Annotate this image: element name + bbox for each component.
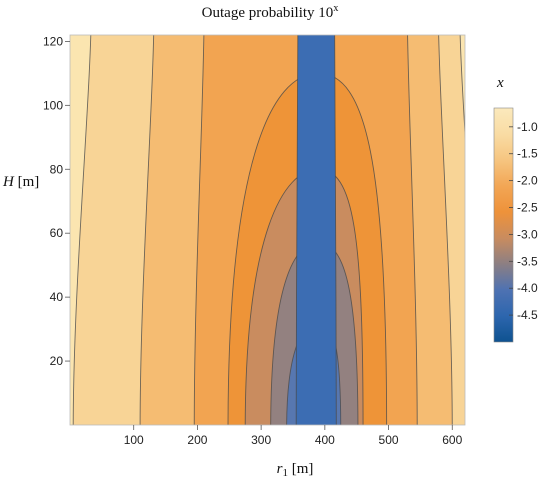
title-superscript: x — [333, 3, 338, 14]
x-tick-label: 400 — [315, 433, 335, 447]
y-tick-label: 20 — [50, 354, 64, 368]
contour-band--4_5 — [295, 35, 337, 425]
x-tick-label: 100 — [124, 433, 144, 447]
x-tick-label: 600 — [442, 433, 462, 447]
y-tick-label: 80 — [50, 162, 64, 176]
legend-tick-label: -2.0 — [517, 174, 538, 188]
chart-title: Outage probability 10x — [202, 3, 339, 21]
legend-tick-label: -4.5 — [517, 308, 538, 322]
legend-tick-label: -4.0 — [517, 281, 538, 295]
plot-area — [70, 35, 465, 425]
y-tick-label: 100 — [43, 98, 63, 112]
legend-tick-label: -3.0 — [517, 227, 538, 241]
legend: x -1.0 -1.5 -2.0 -2.5 -3.0 -3.5 -4.0 -4.5 — [493, 75, 538, 343]
legend-tick-label: -1.0 — [517, 120, 538, 134]
plot-frame — [69, 34, 466, 426]
y-tick-label: 40 — [50, 290, 64, 304]
y-axis: 20 40 60 80 100 120 — [43, 34, 70, 368]
y-tick-label: 60 — [50, 226, 64, 240]
legend-title: x — [496, 75, 504, 91]
x-tick-label: 200 — [187, 433, 207, 447]
y-tick-label: 120 — [43, 34, 63, 48]
legend-colorbar — [493, 107, 514, 343]
x-axis: 100 200 300 400 500 600 — [124, 425, 463, 447]
legend-tick-label: -2.5 — [517, 201, 538, 215]
x-tick-label: 300 — [251, 433, 271, 447]
x-axis-label: r1 [m] — [277, 461, 314, 479]
x-tick-label: 500 — [379, 433, 399, 447]
legend-tick-label: -1.5 — [517, 147, 538, 161]
legend-tick-label: -3.5 — [517, 254, 538, 268]
y-axis-label: H [m] — [2, 174, 39, 190]
